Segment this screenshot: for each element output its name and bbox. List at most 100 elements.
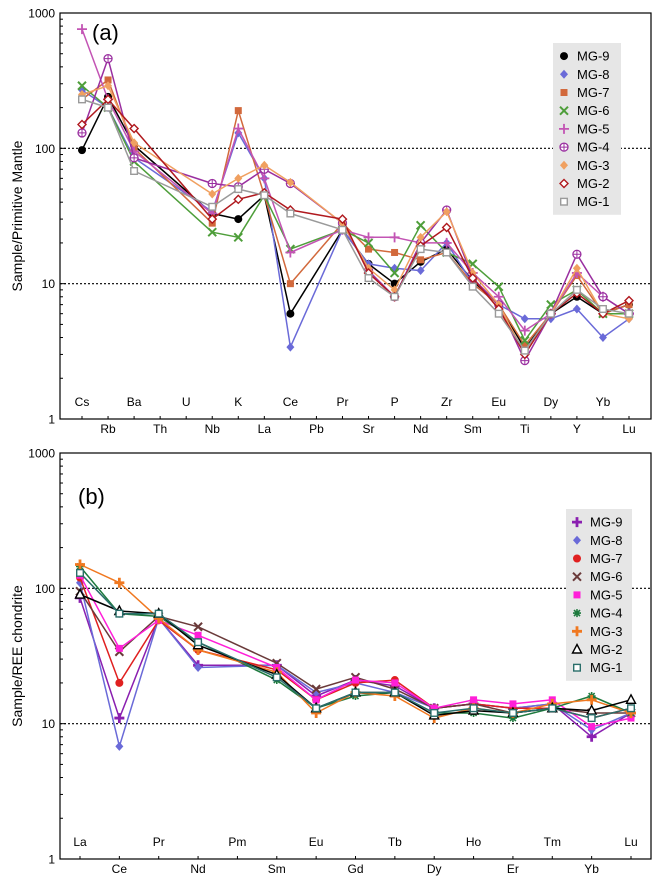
panel-b-legend-marker [573, 591, 581, 599]
panel-a-data-point [233, 123, 244, 134]
panel-a-data-point-cross [78, 128, 86, 137]
panel-a-series-line [81, 85, 629, 342]
panel-b-data-point [588, 723, 596, 731]
panel-a-data-point [77, 24, 87, 35]
panel-a-legend-marker [560, 197, 569, 206]
panel-b-legend-marker [573, 609, 581, 618]
panel-a-data-point [234, 173, 243, 183]
panel-a-legend-marker [559, 105, 569, 116]
panel-a-data-point [390, 292, 399, 301]
panel-b-data-point [312, 704, 321, 713]
panel-b-data-point [627, 714, 635, 722]
panel-a-legend-marker-cross [560, 143, 568, 152]
panel-b-legend: MG-9 MG-8 MG-7 MG-6 MG-5 MG-4 MG-3 MG-2 MG-1 [566, 509, 632, 681]
panel-b-data-point [75, 568, 84, 577]
panel-a-data-point [415, 220, 426, 230]
panel-b-legend-marker [572, 571, 582, 582]
panel-b-x-tick-label: Sm [268, 862, 286, 876]
panel-a-y-tick-label: 100 [35, 142, 55, 156]
panel-a-y-tick-label: 10 [42, 277, 56, 291]
panel-a-x-tick-label: P [391, 395, 399, 409]
panel-b-legend-marker [573, 535, 581, 545]
panel-b-y-axis-label: Sample/REE chondrite [9, 585, 25, 727]
panel-a-y-tick-label: 1000 [28, 7, 55, 21]
panel-a-x-tick-label: Y [573, 422, 581, 436]
panel-b-legend-label: MG-6 [590, 569, 623, 584]
panel-a-legend-label: MG-6 [577, 103, 610, 118]
panel-b-legend-label: MG-8 [590, 533, 623, 548]
panel-a-y-axis-label: Sample/Primitive Mantle [9, 140, 25, 291]
panel-b-legend-marker [571, 643, 583, 654]
panel-b-legend-marker [573, 554, 581, 563]
panel-b-data-point [470, 696, 478, 704]
panel-a-data-point [129, 153, 139, 163]
panel-a-x-tick-label: Nd [413, 422, 428, 436]
panel-a-data-point [598, 292, 608, 302]
panel-b-chart: 1 10 100 1000 La Ce Pr Nd Pm Sm Eu Gd Tb Dy Ho Er Tm Yb Lu… [9, 447, 652, 876]
panel-a-data-point [77, 81, 87, 91]
panel-a-data-point-cross [104, 54, 113, 63]
panel-a-data-point [208, 189, 217, 199]
panel-a-data-point [416, 266, 425, 276]
panel-b-data-point [75, 559, 85, 570]
panel-b-data-point [587, 714, 596, 723]
panel-a-data-point [286, 280, 294, 288]
panel-a-data-point [130, 138, 139, 148]
panel-a-data-point [442, 248, 451, 257]
panel-b-y-tick-label: 10 [42, 717, 56, 731]
panel-a-data-point [468, 282, 477, 291]
panel-b-legend-marker [572, 626, 582, 637]
panel-a-data-point [520, 335, 530, 346]
panel-a-data-point-cross [598, 292, 607, 301]
panel-a-data-point [78, 146, 86, 155]
panel-a-plot-frame [59, 12, 652, 420]
panel-b-legend-label: MG-4 [590, 606, 623, 621]
panel-a-x-tick-label: Pr [336, 395, 348, 409]
panel-b-x-tick-label: Dy [427, 862, 442, 876]
panel-b-data-point [154, 609, 163, 618]
panel-a-data-point [207, 214, 218, 225]
panel-a-data-point [77, 95, 86, 104]
panel-b-x-tick-label: Lu [624, 835, 637, 849]
panel-b-data-point [430, 708, 439, 717]
panel-a-data-point [104, 76, 112, 84]
panel-a-data-point [442, 207, 451, 217]
panel-b-data-point [115, 741, 124, 751]
panel-a-data-point [572, 304, 581, 314]
panel-a-series-mg-5 [77, 24, 634, 336]
panel-b-legend-label: MG-9 [590, 515, 623, 530]
panel-b-legend-label: MG-1 [590, 660, 623, 675]
panel-b-x-tick-label: Ce [112, 862, 128, 876]
panel-b-plot-frame [59, 452, 652, 860]
panel-a-x-tick-label: Yb [596, 395, 611, 409]
panel-b-data-point [193, 622, 203, 632]
panel-a-chart: 1 10 100 1000 Cs Rb Ba Th U Nb K La Ce Pb Pr Sr P Nd Zr Sm E… [9, 7, 652, 436]
panel-a-data-point [416, 232, 425, 242]
panel-a-data-point [572, 263, 581, 273]
panel-a-data-point [519, 325, 530, 336]
panel-a-legend-label: MG-3 [577, 158, 610, 173]
panel-b-data-point [272, 673, 281, 682]
panel-a-data-point [103, 53, 113, 64]
panel-a-data-point [104, 103, 113, 112]
panel-b-data-point [430, 704, 438, 712]
panel-a-data-point [234, 107, 242, 115]
panel-b-data-point [625, 693, 637, 705]
panel-a-data-point [520, 346, 529, 355]
panel-b-x-tick-label: Pm [228, 835, 246, 849]
panel-b-y-tick-label: 1000 [28, 447, 55, 461]
panel-b-x-tick-label: Eu [309, 835, 324, 849]
panel-a-data-point [441, 222, 452, 233]
panel-a-data-point [234, 185, 243, 194]
panel-a-data-point [337, 214, 348, 225]
panel-a-data-point [363, 232, 374, 243]
panel-a-data-point-cross [130, 153, 139, 162]
panel-a-data-point [260, 191, 269, 200]
panel-a-data-point [207, 227, 217, 237]
panel-a-legend-label: MG-7 [577, 85, 610, 100]
panel-b-series-mg-8 [76, 578, 635, 751]
panel-b-x-tick-label: Nd [190, 862, 205, 876]
panel-b-series-line [79, 582, 632, 748]
panel-a-data-point [233, 194, 244, 205]
